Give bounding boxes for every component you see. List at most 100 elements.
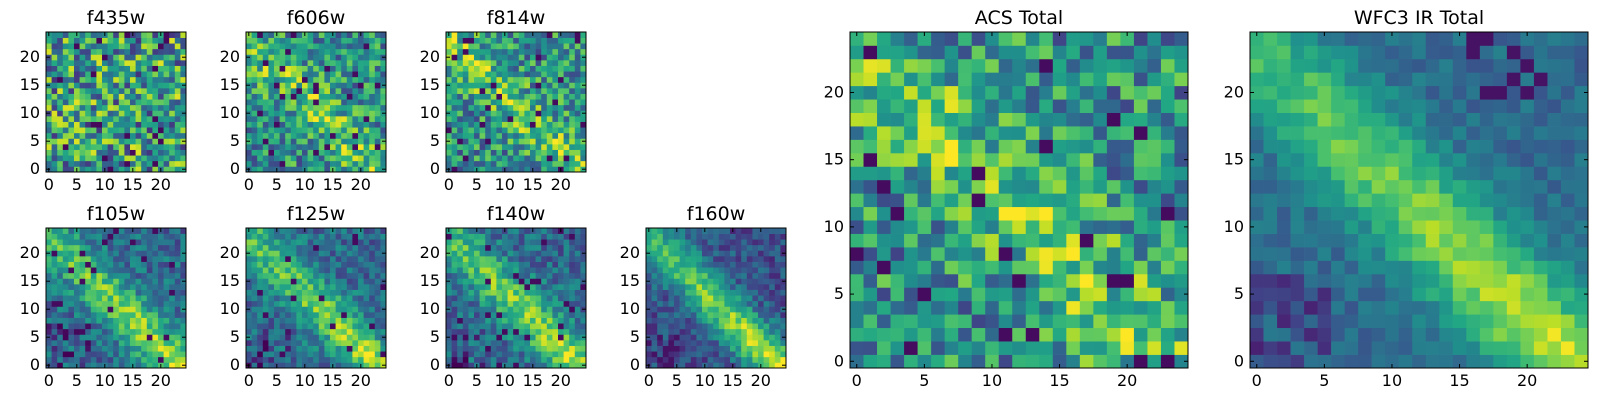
heatmap-cell bbox=[135, 362, 142, 369]
y-tick-label: 20 bbox=[20, 243, 40, 262]
heatmap-cell bbox=[380, 121, 387, 128]
heatmap-cell bbox=[124, 284, 131, 290]
heatmap-cell bbox=[158, 244, 164, 251]
heatmap-cell bbox=[457, 261, 464, 268]
heatmap-cell bbox=[68, 82, 75, 89]
heatmap-cell bbox=[690, 300, 697, 307]
heatmap-cell bbox=[285, 155, 292, 162]
heatmap-cell bbox=[546, 334, 553, 341]
heatmap-cell bbox=[479, 261, 486, 268]
heatmap-cell bbox=[51, 300, 58, 307]
heatmap-cell bbox=[141, 345, 148, 352]
heatmap-cell bbox=[769, 256, 776, 262]
heatmap-cell bbox=[257, 272, 264, 279]
heatmap-cell bbox=[690, 334, 697, 341]
heatmap-cell bbox=[530, 93, 536, 100]
heatmap-cell bbox=[363, 127, 370, 134]
heatmap-cell bbox=[518, 345, 525, 352]
heatmap-cell bbox=[646, 233, 652, 240]
heatmap-cell bbox=[702, 317, 708, 324]
heatmap-cell bbox=[674, 300, 680, 307]
heatmap-cell bbox=[352, 362, 359, 369]
heatmap-cell bbox=[107, 239, 114, 246]
heatmap-cell bbox=[563, 244, 570, 251]
heatmap-cell bbox=[74, 144, 80, 150]
heatmap-cell bbox=[274, 155, 280, 162]
heatmap-cell bbox=[702, 278, 708, 285]
heatmap-cell bbox=[113, 93, 120, 100]
heatmap-cell bbox=[51, 116, 58, 122]
heatmap-cell bbox=[374, 155, 381, 162]
heatmap-cell bbox=[535, 261, 542, 268]
heatmap-cell bbox=[1120, 220, 1135, 234]
heatmap-cell bbox=[262, 160, 269, 167]
heatmap-cell bbox=[180, 116, 187, 122]
heatmap-cell bbox=[1147, 314, 1162, 329]
heatmap-cell bbox=[324, 323, 331, 330]
heatmap-cell bbox=[971, 166, 986, 181]
heatmap-cell bbox=[158, 116, 164, 122]
heatmap-cell bbox=[574, 132, 581, 139]
heatmap-cell bbox=[285, 71, 292, 78]
heatmap-cell bbox=[890, 314, 905, 329]
heatmap-cell bbox=[380, 272, 387, 279]
heatmap-cell bbox=[296, 32, 303, 38]
heatmap-cell bbox=[313, 312, 320, 318]
heatmap-cell bbox=[735, 289, 742, 296]
heatmap-cell bbox=[651, 295, 658, 302]
heatmap-cell bbox=[246, 149, 252, 156]
heatmap-cell bbox=[158, 267, 164, 274]
heatmap-cell bbox=[113, 334, 120, 341]
heatmap-cell bbox=[363, 144, 370, 150]
heatmap-cell bbox=[380, 71, 387, 78]
heatmap-cell bbox=[268, 149, 275, 156]
heatmap-cell bbox=[657, 356, 664, 363]
heatmap-cell bbox=[746, 356, 753, 363]
heatmap-cell bbox=[662, 356, 669, 363]
heatmap-cell bbox=[479, 149, 486, 156]
heatmap-cell bbox=[518, 244, 525, 251]
heatmap-cell bbox=[668, 228, 675, 234]
heatmap-cell bbox=[274, 267, 280, 274]
heatmap-cell bbox=[1106, 314, 1121, 329]
heatmap-cell bbox=[257, 54, 264, 61]
heatmap-cell bbox=[724, 356, 731, 363]
heatmap-cell bbox=[574, 149, 581, 156]
heatmap-cell bbox=[374, 37, 381, 44]
heatmap-cell bbox=[158, 340, 164, 346]
x-tick-label: 10 bbox=[495, 175, 515, 194]
heatmap-cell bbox=[524, 121, 531, 128]
heatmap-cell bbox=[877, 260, 891, 275]
heatmap-cell bbox=[174, 312, 181, 318]
heatmap-cell bbox=[330, 295, 336, 302]
heatmap-cell bbox=[163, 284, 170, 290]
heatmap-cell bbox=[363, 160, 370, 167]
heatmap-cell bbox=[863, 193, 878, 208]
heatmap-cell bbox=[169, 160, 176, 167]
heatmap-cell bbox=[57, 250, 64, 257]
heatmap-cell bbox=[274, 138, 280, 145]
heatmap-cell bbox=[141, 65, 148, 72]
heatmap-cell bbox=[46, 295, 52, 302]
heatmap-cell bbox=[279, 43, 286, 50]
heatmap-cell bbox=[679, 261, 686, 268]
heatmap-cell bbox=[363, 82, 370, 89]
heatmap-cell bbox=[302, 88, 308, 94]
heatmap-cell bbox=[296, 334, 303, 341]
heatmap-cell bbox=[146, 233, 153, 240]
heatmap-cell bbox=[507, 261, 514, 268]
heatmap-cell bbox=[758, 261, 764, 268]
heatmap-cell bbox=[335, 82, 342, 89]
heatmap-cell bbox=[985, 179, 1000, 194]
heatmap-cell bbox=[113, 60, 120, 66]
heatmap-cell bbox=[1120, 273, 1135, 288]
heatmap-cell bbox=[146, 116, 153, 122]
heatmap-cell bbox=[462, 132, 469, 139]
heatmap-cell bbox=[313, 149, 320, 156]
heatmap-cell bbox=[780, 272, 787, 279]
heatmap-cell bbox=[496, 267, 503, 274]
heatmap-cell bbox=[296, 48, 303, 55]
heatmap-cell bbox=[569, 278, 576, 285]
heatmap-cell bbox=[335, 54, 342, 61]
heatmap-cell bbox=[174, 250, 181, 257]
